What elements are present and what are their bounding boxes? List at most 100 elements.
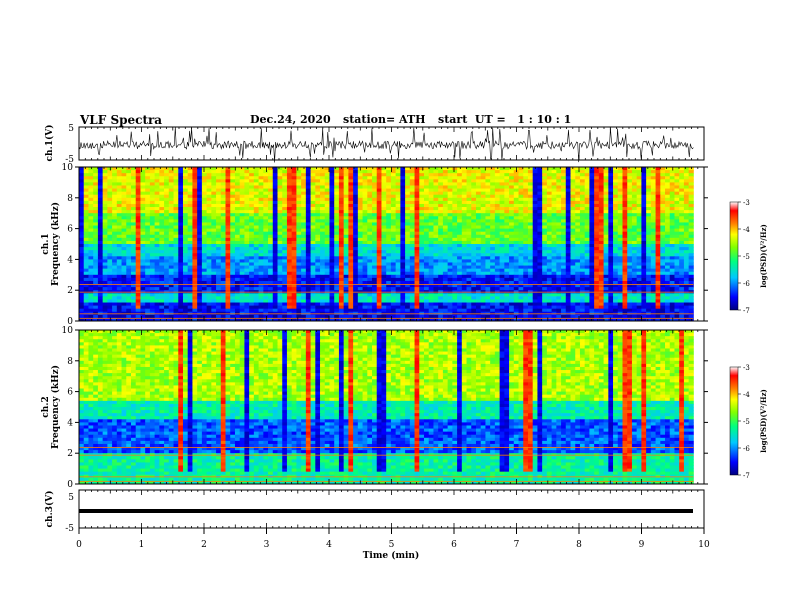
spectrogram-cell bbox=[655, 170, 661, 174]
spectrogram-cell bbox=[93, 253, 99, 257]
spectrogram-cell bbox=[395, 188, 401, 193]
spectrogram-cell bbox=[669, 234, 675, 239]
spectrogram-cell bbox=[88, 259, 94, 263]
spectrogram-cell bbox=[315, 219, 321, 223]
spectrogram-cell bbox=[334, 170, 340, 174]
spectrogram-cell bbox=[178, 167, 184, 171]
spectrogram-cell bbox=[149, 213, 156, 217]
spectrogram-cell bbox=[305, 207, 311, 211]
spectrogram-cell bbox=[381, 250, 387, 254]
spectrogram-cell bbox=[598, 280, 604, 285]
spectrogram-cell bbox=[579, 216, 586, 220]
spectrogram-cell bbox=[296, 197, 302, 202]
spectrogram-cell bbox=[466, 219, 472, 223]
spectrogram-cell bbox=[390, 179, 397, 183]
spectrogram-cell bbox=[145, 268, 151, 273]
spectrogram-cell bbox=[230, 231, 236, 236]
spectrogram-cell bbox=[424, 262, 430, 266]
spectrogram-cell bbox=[249, 203, 255, 208]
spectrogram-cell bbox=[83, 210, 89, 214]
spectrogram-cell bbox=[428, 213, 434, 217]
spectrogram-cell bbox=[338, 244, 345, 248]
spectrogram-cell bbox=[244, 222, 250, 226]
spectrogram-cell bbox=[494, 203, 501, 208]
spectrogram-cell bbox=[622, 170, 628, 174]
spectrogram-cell bbox=[206, 231, 212, 236]
spectrogram-cell bbox=[433, 262, 439, 266]
spectrogram-cell bbox=[475, 256, 482, 260]
spectrogram-cell bbox=[116, 234, 122, 239]
spectrogram-cell bbox=[258, 194, 264, 199]
spectrogram-cell bbox=[584, 277, 590, 282]
spectrogram-cell bbox=[305, 253, 311, 257]
spectrogram-cell bbox=[130, 228, 137, 233]
spectrogram-cell bbox=[475, 222, 482, 226]
spectrogram-cell bbox=[622, 240, 628, 245]
spectrogram-cell bbox=[79, 213, 85, 217]
spectrogram-cell bbox=[561, 216, 567, 220]
spectrogram-cell bbox=[216, 234, 222, 239]
spectrogram-cell bbox=[253, 247, 259, 251]
spectrogram-cell bbox=[509, 237, 515, 242]
spectrogram-cell bbox=[499, 268, 505, 273]
spectrogram-cell bbox=[107, 265, 113, 270]
spectrogram-cell bbox=[140, 256, 146, 260]
spectrogram-cell bbox=[353, 219, 359, 223]
spectrogram-cell bbox=[480, 268, 486, 273]
spectrogram-cell bbox=[253, 240, 259, 245]
spectrogram-cell bbox=[390, 197, 397, 202]
spectrogram-cell bbox=[438, 240, 444, 245]
spectrogram-cell bbox=[225, 188, 231, 193]
spectrogram-cell bbox=[466, 250, 472, 254]
spectrogram-cell bbox=[471, 203, 477, 208]
spectrogram-cell bbox=[154, 179, 160, 183]
spectrogram-cell bbox=[305, 176, 311, 180]
spectrogram-cell bbox=[329, 210, 335, 214]
spectrogram-cell bbox=[367, 179, 373, 183]
spectrogram-cell bbox=[320, 259, 326, 263]
spectrogram-cell bbox=[589, 268, 595, 273]
spectrogram-cell bbox=[315, 213, 321, 217]
spectrogram-cell bbox=[324, 265, 330, 270]
spectrogram-cell bbox=[324, 271, 330, 276]
spectrogram-cell bbox=[660, 231, 666, 236]
spectrogram-cell bbox=[433, 234, 439, 239]
spectrogram-cell bbox=[594, 240, 600, 245]
spectrogram-cell bbox=[230, 219, 236, 223]
spectrogram-cell bbox=[570, 176, 576, 180]
spectrogram-cell bbox=[301, 173, 307, 177]
spectrogram-cell bbox=[608, 207, 614, 211]
spectrogram-cell bbox=[301, 271, 307, 276]
spectrogram-cell bbox=[173, 231, 179, 236]
spectrogram-cell bbox=[338, 228, 345, 233]
spectrogram-cell bbox=[239, 274, 245, 279]
spectrogram-cell bbox=[499, 210, 505, 214]
spectrogram-cell bbox=[291, 244, 297, 248]
spectrogram-cell bbox=[537, 274, 543, 279]
spectrogram-cell bbox=[286, 228, 293, 233]
spectrogram-cell bbox=[135, 203, 141, 208]
spectrogram-cell bbox=[343, 247, 349, 251]
spectrogram-cell bbox=[154, 253, 160, 257]
spectrogram-cell bbox=[164, 247, 170, 251]
spectrogram-cell bbox=[97, 170, 104, 174]
spectrogram-cell bbox=[475, 231, 482, 236]
spectrogram-cell bbox=[376, 197, 382, 202]
spectrogram-cell bbox=[414, 167, 420, 171]
spectrogram-cell bbox=[655, 244, 661, 248]
spectrogram-cell bbox=[225, 173, 231, 177]
spectrogram-cell bbox=[159, 179, 165, 183]
spectrogram-cell bbox=[490, 271, 496, 276]
spectrogram-cell bbox=[688, 194, 694, 199]
spectrogram-cell bbox=[561, 176, 567, 180]
spectrogram-cell bbox=[258, 259, 264, 263]
spectrogram-cell bbox=[362, 210, 368, 214]
spectrogram-cell bbox=[286, 219, 293, 223]
spectrogram-cell bbox=[608, 244, 614, 248]
spectrogram-cell bbox=[338, 207, 345, 211]
spectrogram-cell bbox=[320, 200, 326, 205]
spectrogram-cell bbox=[348, 173, 354, 177]
spectrogram-cell bbox=[334, 207, 340, 211]
spectrogram-cell bbox=[272, 185, 278, 189]
spectrogram-cell bbox=[338, 213, 345, 217]
